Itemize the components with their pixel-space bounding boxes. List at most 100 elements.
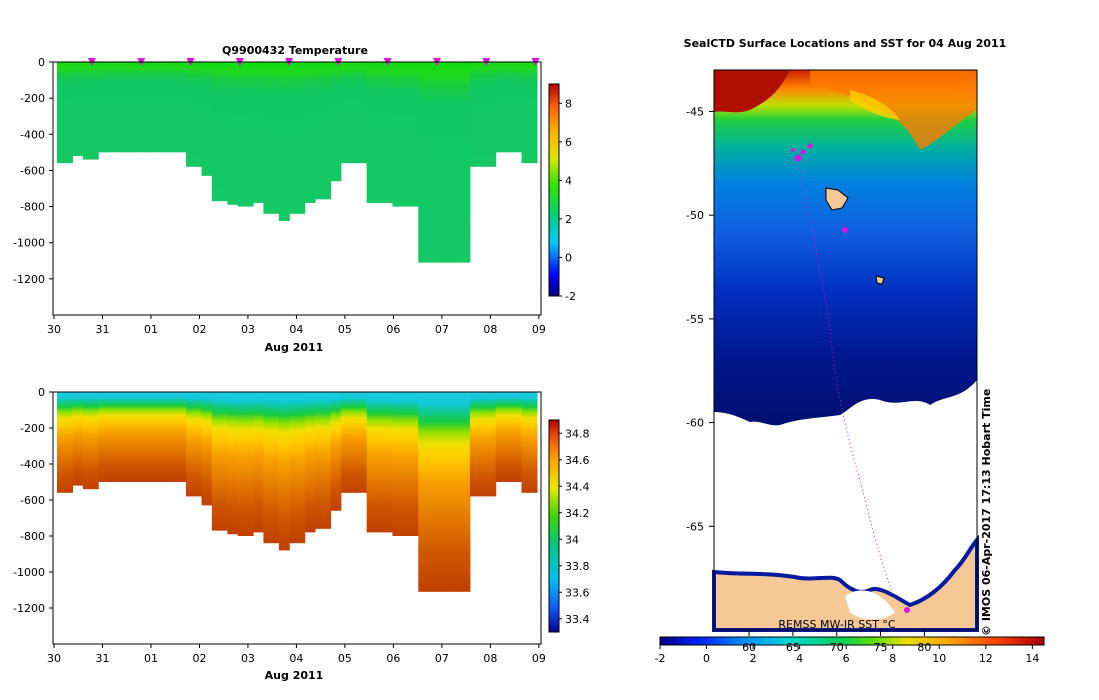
profile-column <box>253 392 264 533</box>
profile-column <box>459 62 471 263</box>
profile-column <box>511 62 523 153</box>
ctd-location <box>904 607 910 613</box>
ctd-location <box>800 149 806 155</box>
profile-column <box>304 392 316 533</box>
sst-colorbar-tick-label: 0 <box>703 652 710 665</box>
lat-tick-label: -55 <box>686 313 704 326</box>
temperature-colorbar <box>548 83 560 297</box>
sst-colorbar-tick-label: 8 <box>889 652 896 665</box>
profile-column <box>160 62 177 153</box>
profile-column <box>315 62 332 200</box>
profile-column <box>211 62 228 202</box>
imos-credit: © IMOS 06-Apr-2017 17:13 Hobart Time <box>980 389 993 636</box>
profile-column <box>263 392 280 544</box>
profile-column <box>278 62 290 222</box>
colorbar-tick-label: 8 <box>565 97 572 110</box>
x-tick-label: 05 <box>338 652 352 665</box>
colorbar-tick-label: 34.2 <box>565 507 590 520</box>
x-tick-label: 08 <box>483 652 497 665</box>
colorbar-tick-label: 34.6 <box>565 454 590 467</box>
sst-colorbar-tick-label: 4 <box>796 652 803 665</box>
ctd-location <box>807 143 813 149</box>
profile-column <box>433 62 445 263</box>
profile-column <box>444 62 461 263</box>
profile-column <box>201 62 213 176</box>
island-kerguelen <box>825 187 849 211</box>
sst-colorbar-tick-label: -2 <box>655 652 666 665</box>
x-tick-label: 05 <box>338 323 352 336</box>
sst-map-frame <box>713 69 978 631</box>
lon-tick-label: 60 <box>742 641 756 654</box>
profile-column <box>485 392 497 497</box>
profile-column <box>511 392 523 482</box>
profile-column <box>356 62 368 164</box>
profile-column <box>469 392 486 497</box>
salinity-section-panel: 0 -200 -400 -600 -800 -1000 -1200 30 31 01 02 03 04… <box>13 386 589 682</box>
profile-column <box>211 392 228 531</box>
profile-column <box>407 62 419 207</box>
y-tick-label: -1000 <box>13 237 45 250</box>
profile-column <box>149 392 161 482</box>
profile-column <box>227 392 239 535</box>
colorbar-tick-label: -2 <box>565 290 576 303</box>
profile-column <box>82 62 99 160</box>
sst-colorbar <box>659 636 1045 646</box>
sst-longitude-ticks: 60 65 70 75 80 <box>742 630 931 654</box>
sst-field <box>714 70 977 426</box>
profile-column <box>382 392 393 533</box>
x-tick-label: 07 <box>435 323 449 336</box>
profile-column <box>356 392 368 493</box>
colorbar-tick-label: 4 <box>565 174 572 187</box>
profile-column <box>330 392 342 511</box>
profile-column <box>108 392 125 482</box>
warm-water-patch-east <box>810 70 977 150</box>
profile-column <box>149 62 161 153</box>
colorbar-tick-label: 33.8 <box>565 560 590 573</box>
x-tick-label: 06 <box>386 652 400 665</box>
profile-column <box>418 392 435 592</box>
y-tick-label: -1200 <box>13 273 45 286</box>
profile-column <box>201 392 213 506</box>
x-tick-label: 30 <box>47 323 61 336</box>
profile-column <box>531 392 538 493</box>
x-tick-label: 04 <box>289 652 303 665</box>
lat-tick-label: -65 <box>686 520 704 533</box>
temperature-xlabel: Aug 2011 <box>265 341 324 354</box>
profile-column <box>418 62 435 263</box>
temperature-y-axis: 0 -200 -400 -600 -800 -1000 -1200 <box>13 56 53 286</box>
x-tick-label: 30 <box>47 652 61 665</box>
profile-column <box>495 62 512 153</box>
y-tick-label: -1000 <box>13 566 45 579</box>
sst-colorbar-tick-label: 2 <box>750 652 757 665</box>
seal-track <box>791 143 910 613</box>
sst-source-label: REMSS MW-IR SST °C <box>778 618 896 631</box>
y-tick-label: -600 <box>20 494 45 507</box>
temperature-colorbar-ticks: 8 6 4 2 0 -2 <box>559 97 576 303</box>
profile-column <box>521 392 533 493</box>
frontal-zone <box>850 90 900 120</box>
profile-column <box>134 392 151 482</box>
colorbar-tick-label: 34.4 <box>565 480 590 493</box>
profile-column <box>392 392 409 536</box>
y-tick-label: -800 <box>20 201 45 214</box>
ctd-location <box>791 148 795 152</box>
profile-column <box>227 62 239 205</box>
profile-column <box>82 392 99 490</box>
sst-colorbar-tick-label: 10 <box>932 652 946 665</box>
sst-map-latitude-axis: -45 -50 -55 -60 -65 <box>686 105 714 533</box>
profile-column <box>315 392 332 529</box>
sst-map-panel: SealCTD Surface Locations and SST for 04… <box>655 37 1045 665</box>
profile-column <box>263 62 280 214</box>
colorbar-tick-label: 34.8 <box>565 427 590 440</box>
sst-colorbar-tick-label: 6 <box>843 652 850 665</box>
profile-column <box>521 62 533 164</box>
profile-column <box>459 392 471 592</box>
salinity-x-axis: 30 31 01 02 03 04 05 06 07 08 09 <box>47 644 546 665</box>
colorbar-tick-label: 33.6 <box>565 586 590 599</box>
y-tick-label: -200 <box>20 422 45 435</box>
antarctic-land <box>712 534 979 632</box>
profile-column <box>124 62 135 153</box>
profile-column <box>57 62 73 164</box>
lon-tick-label: 65 <box>786 641 800 654</box>
